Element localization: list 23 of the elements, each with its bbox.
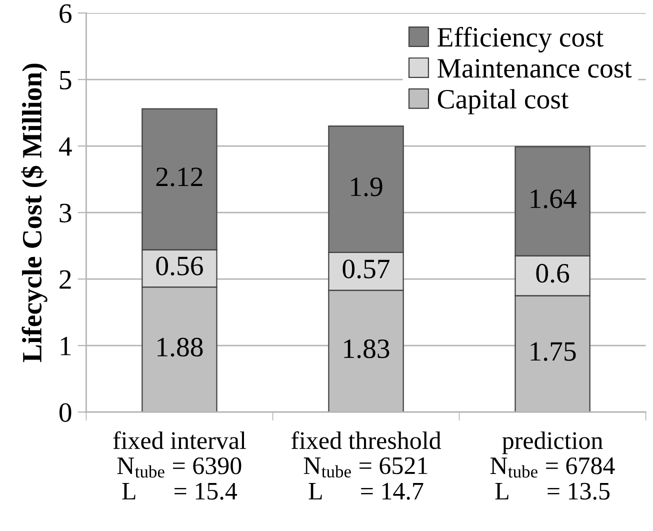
data-label: 0.56 bbox=[156, 256, 203, 276]
x-tick-label: fixed threshold N$_{tube}$ = 6521 L = 14.7 bbox=[291, 431, 442, 500]
data-label: 0.6 bbox=[536, 264, 570, 283]
y-tick-label: 3 bbox=[60, 204, 72, 222]
x-tick-label: fixed interval N$_{tube}$ = 6390 L = 15.4 bbox=[113, 431, 246, 500]
data-label: 2.12 bbox=[156, 168, 202, 186]
y-tick-label: 2 bbox=[60, 270, 71, 289]
data-label: 1.88 bbox=[158, 338, 203, 357]
data-label: 1.64 bbox=[530, 190, 576, 208]
y-axis-title: Lifecycle Cost ($ Million) bbox=[21, 64, 48, 362]
y-tick-label: 5 bbox=[60, 70, 72, 90]
data-label: 1.75 bbox=[530, 342, 576, 361]
x-tick-label: prediction N$_{tube}$ = 6784 L = 13.5 bbox=[490, 432, 615, 500]
data-label: 1.9 bbox=[351, 178, 382, 196]
legend-label: Capital cost bbox=[438, 89, 569, 114]
data-label: 0.57 bbox=[342, 260, 390, 278]
y-tick-label: 1 bbox=[60, 336, 71, 356]
legend-label: Efficiency cost bbox=[438, 26, 604, 52]
y-tick-label: 6 bbox=[60, 4, 72, 23]
y-tick-label: 4 bbox=[58, 137, 72, 156]
legend-label: Maintenance cost bbox=[438, 59, 632, 78]
y-tick-label: 0 bbox=[59, 403, 72, 422]
data-label: 1.83 bbox=[344, 339, 390, 358]
